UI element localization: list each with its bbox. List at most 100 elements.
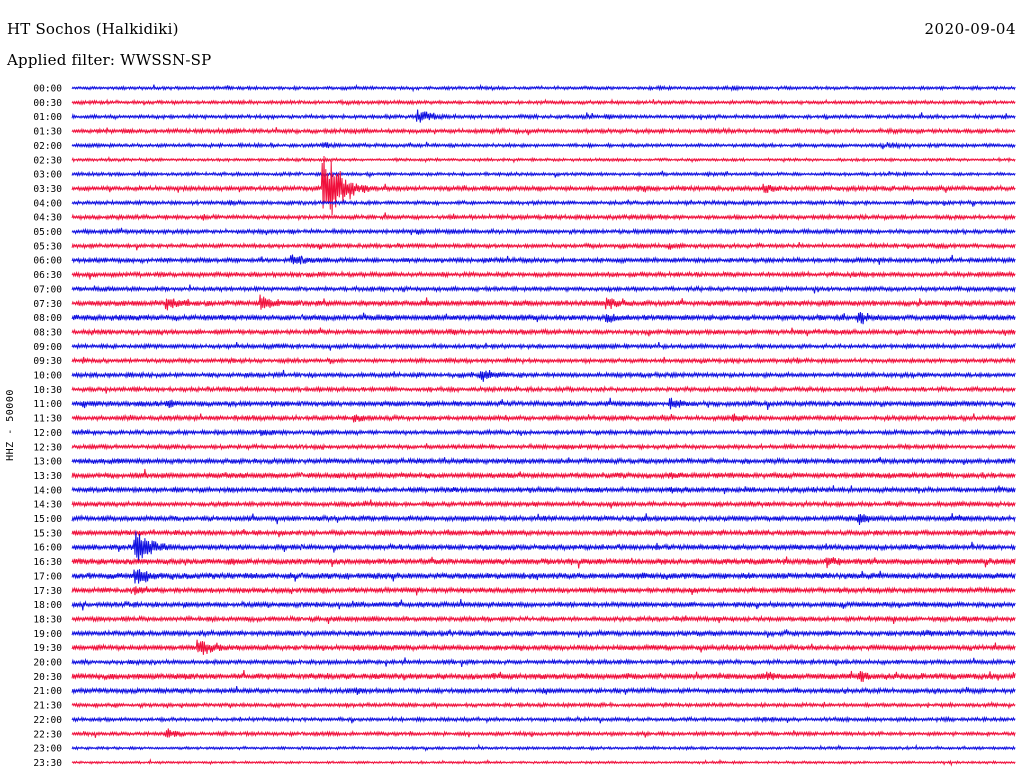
tick-label: 00:00	[33, 84, 62, 95]
trace-0230	[71, 155, 1016, 164]
trace-1030	[71, 385, 1016, 394]
trace-0300	[71, 169, 1016, 179]
station-title: HT Sochos (Halkidiki)	[7, 20, 179, 38]
trace-1700	[71, 569, 1016, 584]
trace-0830	[71, 327, 1016, 337]
trace-1530	[71, 528, 1016, 538]
tick-label: 12:30	[33, 442, 62, 453]
trace-0800	[71, 312, 1016, 325]
filter-value: WWSSN-SP	[120, 51, 212, 69]
tick-label: 19:30	[33, 643, 62, 654]
tick-label: 09:30	[33, 356, 62, 367]
trace-1230	[71, 442, 1016, 452]
tick-label: 09:00	[33, 342, 62, 353]
tick-label: 20:30	[33, 672, 62, 683]
record-date: 2020-09-04	[924, 20, 1016, 38]
tick-label: 03:00	[33, 170, 62, 181]
tick-label: 01:00	[33, 112, 62, 123]
tick-label: 22:00	[33, 715, 62, 726]
tick-label: 06:00	[33, 256, 62, 267]
tick-label: 23:00	[33, 744, 62, 755]
time-tick-labels: 00:00 00:30 01:00 01:30 02:00 02:30 03:00 03:30…	[33, 84, 62, 769]
trace-1200	[71, 428, 1016, 437]
tick-label: 07:30	[33, 299, 62, 310]
tick-label: 20:00	[33, 658, 62, 669]
trace-1500	[71, 513, 1016, 526]
trace-0100	[71, 109, 1016, 123]
tick-label: 11:00	[33, 399, 62, 410]
tick-label: 10:30	[33, 385, 62, 396]
trace-0500	[71, 227, 1016, 236]
tick-label: 08:30	[33, 327, 62, 338]
trace-0030	[71, 98, 1016, 107]
trace-1330	[71, 468, 1016, 480]
trace-1800	[71, 598, 1016, 611]
trace-0930	[71, 356, 1016, 366]
trace-0130	[71, 126, 1016, 136]
tick-label: 12:00	[33, 428, 62, 439]
tick-label: 02:30	[33, 155, 62, 166]
trace-1730	[71, 585, 1016, 596]
tick-label: 13:30	[33, 471, 62, 482]
tick-label: 22:30	[33, 729, 62, 740]
filter-label: Applied filter:	[7, 51, 116, 69]
trace-0200	[71, 141, 1016, 150]
trace-1430	[71, 499, 1016, 509]
trace-1400	[71, 485, 1016, 495]
trace-0630	[71, 270, 1016, 280]
tick-label: 14:30	[33, 500, 62, 511]
tick-label: 00:30	[33, 98, 62, 109]
tick-label: 10:00	[33, 371, 62, 382]
tick-label: 04:30	[33, 213, 62, 224]
trace-1130	[71, 413, 1016, 423]
tick-label: 04:00	[33, 198, 62, 209]
trace-1600	[71, 531, 1016, 563]
tick-label: 05:30	[33, 241, 62, 252]
trace-0600	[71, 254, 1016, 265]
trace-1100	[71, 397, 1016, 410]
tick-label: 17:00	[33, 571, 62, 582]
tick-label: 06:30	[33, 270, 62, 281]
trace-1300	[71, 456, 1016, 466]
trace-0330	[71, 155, 1016, 216]
tick-label: 21:00	[33, 686, 62, 697]
seismic-traces	[71, 83, 1016, 767]
trace-0000	[71, 83, 1016, 93]
tick-label: 13:00	[33, 457, 62, 468]
trace-0400	[71, 198, 1016, 207]
tick-label: 21:30	[33, 701, 62, 712]
tick-label: 11:30	[33, 414, 62, 425]
tick-label: 18:30	[33, 614, 62, 625]
tick-label: 18:00	[33, 600, 62, 611]
trace-0700	[71, 284, 1016, 294]
tick-label: 17:30	[33, 586, 62, 597]
tick-label: 19:00	[33, 629, 62, 640]
trace-2030	[71, 670, 1016, 683]
filter-row: Applied filter: WWSSN-SP	[7, 51, 211, 69]
tick-label: 02:00	[33, 141, 62, 152]
trace-2200	[71, 715, 1016, 725]
tick-label: 05:00	[33, 227, 62, 238]
trace-2000	[71, 657, 1016, 667]
trace-2300	[71, 743, 1016, 752]
tick-label: 23:30	[33, 758, 62, 769]
trace-2230	[71, 728, 1016, 738]
trace-2100	[71, 686, 1016, 695]
tick-label: 07:00	[33, 284, 62, 295]
trace-2130	[71, 700, 1016, 710]
tick-label: 03:30	[33, 184, 62, 195]
tick-label: 14:00	[33, 485, 62, 496]
trace-1900	[71, 628, 1016, 638]
trace-1830	[71, 614, 1016, 624]
tick-label: 08:00	[33, 313, 62, 324]
trace-0900	[71, 342, 1016, 351]
trace-1630	[71, 556, 1016, 569]
trace-0530	[71, 241, 1016, 251]
tick-label: 15:00	[33, 514, 62, 525]
trace-0430	[71, 212, 1016, 222]
tick-label: 15:30	[33, 528, 62, 539]
trace-1000	[71, 369, 1016, 382]
tick-label: 01:30	[33, 127, 62, 138]
trace-2330	[71, 758, 1016, 767]
